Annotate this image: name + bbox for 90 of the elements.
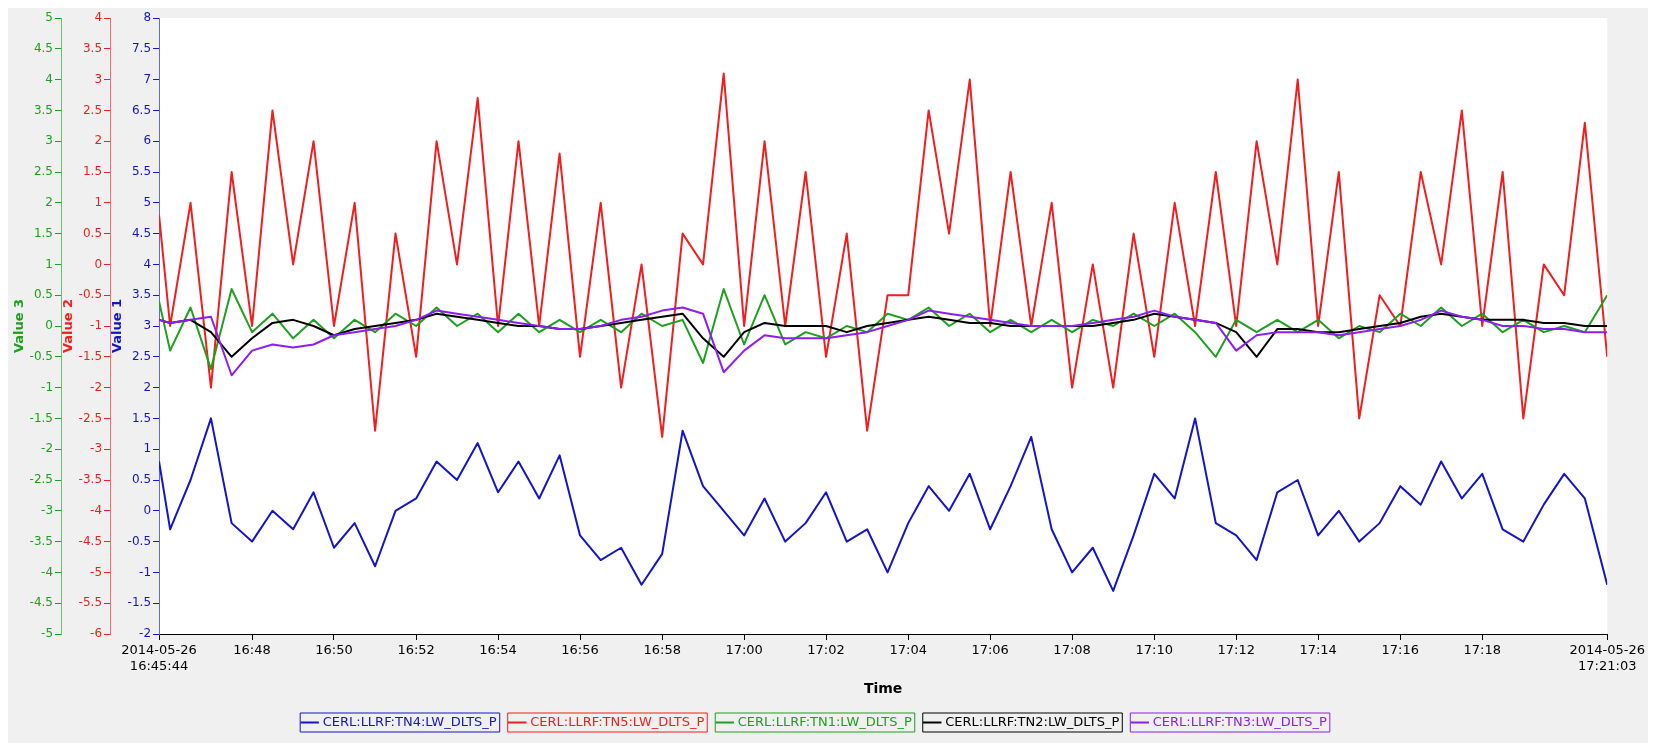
x-tick-label: 17:14 <box>1299 642 1337 658</box>
x-axis-title: Time <box>863 680 903 697</box>
y-tick-label: -1.5 <box>127 595 152 610</box>
y3-tick-label: 0.5 <box>33 287 54 302</box>
y3-axis-title: Value 3 <box>11 298 27 354</box>
x-tick-label: 17:18 <box>1463 642 1501 658</box>
x-tick-label: 17:00 <box>725 642 763 658</box>
y3-tick-label: -1.5 <box>29 410 54 425</box>
y3-tick-label: 2.5 <box>33 164 54 179</box>
y-tick-label: 6.5 <box>131 102 152 117</box>
y-tick-label: 8 <box>143 10 152 25</box>
x-tick-label: 17:16 <box>1381 642 1420 658</box>
x-tick-label: 17:12 <box>1217 642 1255 658</box>
y-tick-label: -2 <box>139 626 152 641</box>
y3-tick-label: 5 <box>45 10 54 25</box>
x-tick-label: 16:48 <box>233 642 271 658</box>
x-tick-label: 16:50 <box>315 642 353 658</box>
y3-tick-label: 0 <box>45 318 54 333</box>
legend-label: CERL:LLRF:TN3:LW_DLTS_P <box>1152 713 1327 729</box>
y3-tick-label: 4 <box>45 71 54 86</box>
y-tick-label: 4.5 <box>131 225 152 240</box>
y-tick-label: 1.5 <box>131 410 152 425</box>
y2-tick-label: 1 <box>94 194 103 209</box>
y2-tick-label: -1.5 <box>78 348 103 363</box>
x-tick-label: 2014-05-26 17:21:03 <box>1569 642 1646 673</box>
x-tick-label: 2014-05-26 16:45:44 <box>121 642 197 673</box>
x-tick-label: 17:04 <box>889 642 927 658</box>
y3-tick-label: -3 <box>41 502 54 517</box>
legend-label: CERL:LLRF:TN4:LW_DLTS_P <box>322 713 497 729</box>
x-tick-label: 16:58 <box>643 642 681 658</box>
y-tick-label: 2 <box>143 379 152 394</box>
y2-tick-label: 4 <box>94 10 103 25</box>
y2-tick-label: -1 <box>90 318 103 333</box>
y-tick-label: 3.5 <box>131 287 152 302</box>
y2-tick-label: -4.5 <box>78 533 103 548</box>
y-tick-label: 5.5 <box>131 164 152 179</box>
y3-tick-label: -4.5 <box>29 595 54 610</box>
y-tick-label: -0.5 <box>127 533 152 548</box>
y-axis-title: Value 1 <box>109 298 125 354</box>
y-tick-label: 0 <box>143 502 152 517</box>
x-tick-label: 17:08 <box>1053 642 1091 658</box>
y3-tick-label: -3.5 <box>29 533 54 548</box>
y2-axis-title: Value 2 <box>60 298 76 354</box>
y3-tick-label: 4.5 <box>33 40 54 55</box>
y-tick-label: 7.5 <box>131 40 152 55</box>
y2-tick-label: -0.5 <box>78 287 103 302</box>
y2-tick-label: -2 <box>90 379 103 394</box>
y3-tick-label: -0.5 <box>29 348 54 363</box>
y2-tick-label: -6 <box>90 626 103 641</box>
y2-tick-label: -5 <box>90 564 103 579</box>
y2-tick-label: 2.5 <box>82 102 103 117</box>
x-tick-label: 16:52 <box>397 642 435 658</box>
y-tick-label: 4 <box>143 256 152 271</box>
legend-label: CERL:LLRF:TN5:LW_DLTS_P <box>530 713 705 729</box>
legend-label: CERL:LLRF:TN1:LW_DLTS_P <box>737 713 912 729</box>
y3-tick-label: -4 <box>41 564 54 579</box>
y-tick-label: 1 <box>143 441 152 456</box>
legend-label: CERL:LLRF:TN2:LW_DLTS_P <box>945 713 1120 729</box>
y2-tick-label: 3.5 <box>82 40 103 55</box>
y2-tick-label: 0 <box>94 256 103 271</box>
y-tick-label: 2.5 <box>131 348 152 363</box>
y3-tick-label: 1.5 <box>33 225 54 240</box>
y2-tick-label: -3 <box>90 441 103 456</box>
y3-tick-label: -2 <box>41 441 54 456</box>
y3-tick-label: 3.5 <box>33 102 54 117</box>
y3-tick-label: 1 <box>45 256 54 271</box>
y2-tick-label: 2 <box>94 133 103 148</box>
y3-tick-label: -1 <box>41 379 54 394</box>
y-tick-label: 3 <box>143 318 152 333</box>
y-tick-label: 0.5 <box>131 472 152 487</box>
y2-tick-label: -2.5 <box>78 410 103 425</box>
y-tick-label: 5 <box>143 194 152 209</box>
y3-tick-label: 3 <box>45 133 54 148</box>
x-tick-label: 17:02 <box>807 642 845 658</box>
y-tick-label: 6 <box>143 133 152 148</box>
y2-tick-label: -3.5 <box>78 472 103 487</box>
y2-tick-label: 0.5 <box>82 225 103 240</box>
y2-tick-label: 1.5 <box>82 164 103 179</box>
y2-tick-label: 3 <box>94 71 103 86</box>
y3-tick-label: -2.5 <box>29 472 54 487</box>
y3-tick-label: 2 <box>45 194 54 209</box>
x-tick-label: 16:54 <box>479 642 517 658</box>
x-tick-label: 17:06 <box>971 642 1009 658</box>
y-tick-label: -1 <box>139 564 152 579</box>
y3-tick-label: -5 <box>41 626 54 641</box>
y-tick-label: 7 <box>143 71 152 86</box>
x-tick-label: 17:10 <box>1135 642 1173 658</box>
x-tick-label: 16:56 <box>561 642 599 658</box>
y2-tick-label: -5.5 <box>78 595 103 610</box>
y2-tick-label: -4 <box>90 502 103 517</box>
